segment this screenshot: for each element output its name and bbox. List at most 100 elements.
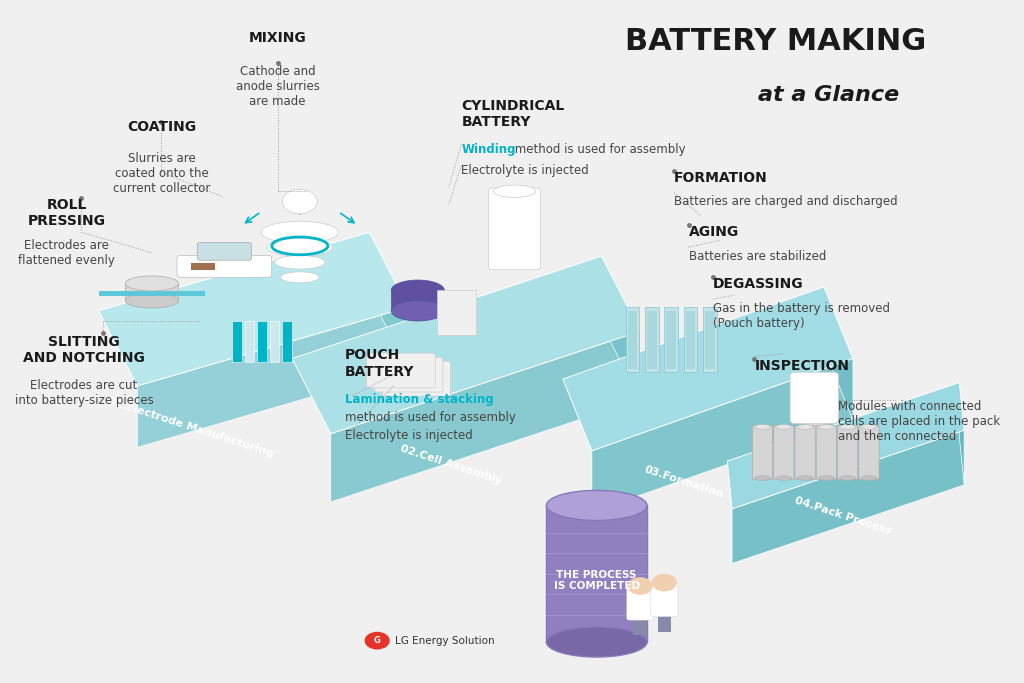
Ellipse shape bbox=[281, 272, 319, 283]
Text: SLITTING
AND NOTCHING: SLITTING AND NOTCHING bbox=[24, 335, 145, 365]
Ellipse shape bbox=[755, 425, 771, 430]
FancyBboxPatch shape bbox=[667, 311, 676, 369]
Text: Lamination & stacking: Lamination & stacking bbox=[345, 393, 494, 406]
Ellipse shape bbox=[125, 276, 178, 291]
FancyBboxPatch shape bbox=[703, 307, 717, 372]
Polygon shape bbox=[732, 430, 965, 563]
Text: Electrodes are
flattened evenly: Electrodes are flattened evenly bbox=[18, 239, 115, 267]
Text: FORMATION: FORMATION bbox=[674, 171, 768, 184]
FancyBboxPatch shape bbox=[859, 426, 879, 479]
Text: at a Glance: at a Glance bbox=[758, 85, 899, 105]
Text: Electrolyte is injected: Electrolyte is injected bbox=[345, 429, 473, 442]
Ellipse shape bbox=[797, 475, 813, 481]
Ellipse shape bbox=[391, 280, 444, 301]
Polygon shape bbox=[592, 359, 853, 512]
Text: Winding: Winding bbox=[461, 143, 516, 156]
Ellipse shape bbox=[818, 425, 835, 430]
FancyBboxPatch shape bbox=[788, 437, 841, 445]
FancyBboxPatch shape bbox=[686, 311, 695, 369]
Ellipse shape bbox=[840, 425, 856, 430]
Ellipse shape bbox=[818, 475, 835, 481]
FancyBboxPatch shape bbox=[795, 426, 815, 479]
Ellipse shape bbox=[797, 425, 813, 430]
FancyBboxPatch shape bbox=[98, 291, 205, 296]
Text: Slurries are
coated onto the
current collector: Slurries are coated onto the current col… bbox=[113, 152, 210, 195]
FancyBboxPatch shape bbox=[626, 307, 639, 372]
Ellipse shape bbox=[861, 425, 878, 430]
Text: ROLL
PRESSING: ROLL PRESSING bbox=[28, 198, 105, 228]
Text: THE PROCESS
IS COMPLETED: THE PROCESS IS COMPLETED bbox=[554, 570, 640, 591]
Circle shape bbox=[283, 189, 317, 214]
Polygon shape bbox=[959, 382, 965, 485]
Ellipse shape bbox=[391, 301, 444, 321]
Text: MIXING: MIXING bbox=[249, 31, 306, 44]
Text: 04.Pack Process: 04.Pack Process bbox=[794, 495, 893, 536]
Ellipse shape bbox=[840, 475, 856, 481]
Text: G: G bbox=[374, 636, 381, 645]
Polygon shape bbox=[98, 232, 409, 386]
Text: Electrodes are cut
into battery-size pieces: Electrodes are cut into battery-size pie… bbox=[14, 379, 154, 407]
FancyBboxPatch shape bbox=[177, 255, 271, 277]
Ellipse shape bbox=[267, 238, 333, 256]
FancyBboxPatch shape bbox=[665, 307, 678, 372]
Text: INSPECTION: INSPECTION bbox=[755, 359, 849, 372]
Text: COATING: COATING bbox=[127, 120, 196, 133]
Polygon shape bbox=[727, 382, 965, 509]
Text: method is used for assembly: method is used for assembly bbox=[511, 143, 685, 156]
Polygon shape bbox=[824, 287, 853, 420]
FancyBboxPatch shape bbox=[627, 585, 653, 620]
Ellipse shape bbox=[261, 221, 339, 243]
FancyBboxPatch shape bbox=[816, 426, 837, 479]
Text: POUCH
BATTERY: POUCH BATTERY bbox=[345, 348, 415, 378]
Text: 01.Electrode Manufacturing: 01.Electrode Manufacturing bbox=[106, 395, 274, 458]
FancyBboxPatch shape bbox=[391, 290, 444, 311]
FancyBboxPatch shape bbox=[684, 307, 697, 372]
Text: method is used for assembly: method is used for assembly bbox=[345, 411, 516, 424]
Polygon shape bbox=[331, 331, 640, 502]
FancyBboxPatch shape bbox=[257, 321, 267, 362]
FancyBboxPatch shape bbox=[645, 307, 658, 372]
FancyBboxPatch shape bbox=[753, 426, 773, 479]
Circle shape bbox=[628, 577, 652, 595]
FancyBboxPatch shape bbox=[198, 242, 252, 260]
Polygon shape bbox=[292, 256, 640, 434]
Text: CYLINDRICAL
BATTERY: CYLINDRICAL BATTERY bbox=[461, 99, 564, 129]
Ellipse shape bbox=[775, 425, 792, 430]
Polygon shape bbox=[601, 256, 640, 400]
FancyBboxPatch shape bbox=[283, 321, 292, 362]
FancyBboxPatch shape bbox=[488, 188, 541, 270]
Text: Batteries are stabilized: Batteries are stabilized bbox=[688, 250, 826, 263]
FancyBboxPatch shape bbox=[657, 613, 671, 632]
Text: 02.Cell Assembly: 02.Cell Assembly bbox=[399, 443, 504, 486]
FancyBboxPatch shape bbox=[805, 420, 824, 441]
Circle shape bbox=[365, 632, 390, 650]
Circle shape bbox=[652, 574, 677, 591]
Polygon shape bbox=[563, 287, 853, 451]
FancyBboxPatch shape bbox=[647, 311, 656, 369]
FancyBboxPatch shape bbox=[245, 321, 254, 362]
Ellipse shape bbox=[861, 475, 878, 481]
Text: Cathode and
anode slurries
are made: Cathode and anode slurries are made bbox=[236, 65, 319, 108]
FancyBboxPatch shape bbox=[374, 357, 443, 392]
Ellipse shape bbox=[547, 490, 647, 520]
FancyBboxPatch shape bbox=[705, 311, 715, 369]
Polygon shape bbox=[137, 307, 409, 447]
FancyBboxPatch shape bbox=[190, 263, 215, 270]
FancyBboxPatch shape bbox=[634, 616, 647, 635]
FancyBboxPatch shape bbox=[651, 582, 678, 617]
Ellipse shape bbox=[755, 475, 771, 481]
FancyBboxPatch shape bbox=[367, 353, 435, 388]
FancyBboxPatch shape bbox=[547, 505, 647, 642]
Ellipse shape bbox=[775, 475, 792, 481]
Text: Modules with connected
cells are placed in the pack
and then connected: Modules with connected cells are placed … bbox=[839, 400, 1000, 443]
FancyBboxPatch shape bbox=[437, 290, 476, 335]
Text: BATTERY MAKING: BATTERY MAKING bbox=[625, 27, 927, 56]
FancyBboxPatch shape bbox=[791, 372, 839, 423]
Text: DEGASSING: DEGASSING bbox=[713, 277, 804, 290]
FancyBboxPatch shape bbox=[628, 311, 637, 369]
FancyBboxPatch shape bbox=[382, 361, 451, 396]
FancyBboxPatch shape bbox=[125, 283, 178, 301]
Text: AGING: AGING bbox=[688, 225, 738, 239]
Text: LG Energy Solution: LG Energy Solution bbox=[394, 636, 495, 645]
FancyBboxPatch shape bbox=[774, 426, 794, 479]
